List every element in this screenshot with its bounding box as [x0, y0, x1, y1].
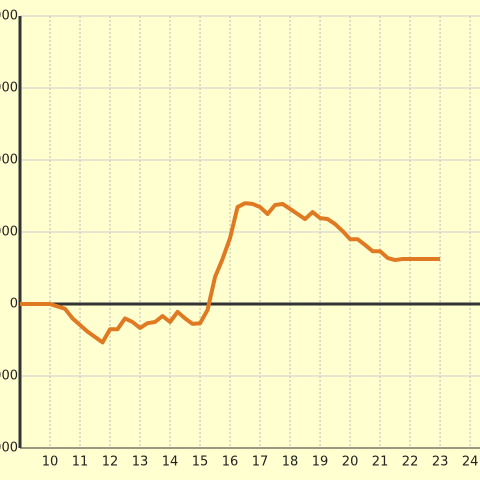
- x-tick-label: 16: [222, 455, 239, 470]
- x-tick-label: 18: [282, 455, 299, 470]
- y-tick-label: 12,000: [0, 9, 18, 24]
- x-tick-label: 17: [252, 455, 269, 470]
- x-tick-label: 19: [312, 455, 329, 470]
- y-tick-label: 0: [10, 297, 18, 312]
- x-tick-label: 15: [192, 455, 209, 470]
- x-tick-label: 21: [372, 455, 389, 470]
- x-tick-label: 11: [72, 455, 89, 470]
- x-tick-label: 23: [432, 455, 449, 470]
- y-tick-label: 3,000: [0, 225, 18, 240]
- x-tick-label: 12: [102, 455, 119, 470]
- x-tick-label: 24: [462, 455, 479, 470]
- y-tick-label: -6,000: [0, 441, 18, 456]
- x-tick-label: 20: [342, 455, 359, 470]
- x-tick-label: 13: [132, 455, 149, 470]
- x-tick-label: 14: [162, 455, 179, 470]
- x-tick-label: 10: [42, 455, 59, 470]
- x-tick-label: 22: [402, 455, 419, 470]
- y-tick-label: -3,000: [0, 369, 18, 384]
- y-tick-label: 6,000: [0, 153, 18, 168]
- data-line: [20, 201, 441, 345]
- y-tick-label: 9,000: [0, 81, 18, 96]
